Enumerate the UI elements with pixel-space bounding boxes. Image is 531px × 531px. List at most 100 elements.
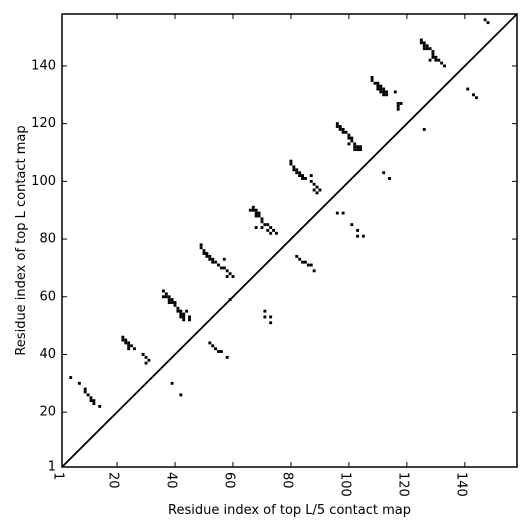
contact-point (309, 263, 313, 267)
contact-point (422, 47, 426, 51)
contact-point (312, 182, 316, 186)
x-tick-label: 100 (337, 472, 352, 497)
contact-point (217, 263, 220, 267)
contact-point (211, 257, 215, 261)
contact-point (182, 318, 186, 322)
contact-point (214, 347, 218, 351)
contact-point (359, 148, 362, 152)
contact-point (353, 145, 357, 149)
contact-point (144, 355, 148, 359)
contact-point (393, 90, 397, 94)
contact-point (318, 188, 322, 192)
contact-point (269, 226, 273, 229)
contact-point (188, 315, 191, 319)
contact-point (92, 402, 96, 405)
contact-point (295, 171, 299, 175)
contact-point (466, 87, 470, 91)
contact-point (356, 228, 360, 232)
contact-point (356, 234, 360, 238)
contact-point (248, 208, 252, 212)
contact-point (176, 309, 180, 313)
contact-point (127, 347, 131, 351)
contact-point (208, 257, 212, 261)
contact-point (266, 223, 270, 227)
contact-point (353, 142, 357, 146)
contact-point (170, 301, 174, 304)
contact-point (382, 87, 386, 91)
contact-point (219, 350, 223, 354)
contact-point (399, 102, 403, 105)
contact-point (83, 390, 87, 394)
contact-point (376, 81, 380, 85)
x-tick-label: 20 (106, 472, 121, 489)
y-tick-label: 80 (39, 232, 56, 247)
contact-point (474, 96, 478, 100)
contact-point (214, 260, 218, 264)
contact-point (86, 393, 90, 397)
data-points (69, 18, 490, 408)
contact-point (225, 269, 229, 273)
contact-point (121, 335, 125, 339)
contact-point (303, 260, 307, 264)
contact-point (263, 309, 267, 313)
contact-point (225, 275, 229, 279)
plot-frame (61, 13, 518, 468)
x-axis-label: Residue index of top L/5 contact map (168, 503, 411, 518)
contact-point (382, 171, 386, 175)
contact-point (173, 301, 177, 304)
contact-point (173, 303, 177, 307)
contact-point (170, 298, 174, 302)
contact-point (260, 217, 264, 221)
contact-point (161, 289, 165, 293)
contact-point (179, 312, 183, 316)
contact-point (396, 104, 400, 108)
contact-point (301, 174, 304, 178)
contact-point (222, 266, 226, 270)
contact-point (422, 127, 426, 131)
contact-point (289, 159, 293, 163)
contact-point (361, 234, 365, 238)
contact-point (312, 188, 316, 192)
contact-point (437, 58, 441, 62)
contact-point (309, 179, 313, 183)
contact-point (385, 93, 389, 97)
contact-point (428, 58, 432, 62)
contact-point (431, 50, 435, 53)
contact-point (483, 18, 487, 22)
contact-point (182, 315, 186, 319)
contact-point (312, 269, 316, 273)
contact-point (167, 301, 171, 304)
contact-point (133, 347, 136, 351)
contact-point (419, 41, 423, 45)
contact-point (257, 214, 261, 218)
x-axis-ticks: 1 20 40 60 80 100 120 140 (51, 14, 468, 497)
contact-point (335, 125, 339, 128)
contact-point (202, 252, 206, 255)
y-tick-label: 40 (39, 347, 56, 362)
contact-point (298, 171, 302, 175)
contact-point (292, 168, 296, 172)
diagonal-line (61, 13, 518, 468)
contact-point (341, 127, 345, 131)
contact-point (260, 220, 264, 224)
y-axis-label: Residue index of top L contact map (14, 125, 29, 355)
contact-point (254, 214, 258, 218)
contact-point (205, 252, 209, 255)
contact-point (269, 231, 273, 235)
contact-point (419, 38, 423, 42)
contact-point (211, 344, 215, 348)
y-tick-label: 100 (31, 174, 56, 189)
contact-point (385, 90, 389, 94)
contact-point (338, 127, 342, 131)
contact-point (176, 306, 180, 310)
contact-point (422, 44, 426, 48)
contact-point (164, 292, 168, 296)
contact-point (185, 309, 189, 313)
contact-point (396, 107, 400, 111)
contact-point (341, 130, 345, 134)
contact-point (188, 318, 191, 322)
contact-point (289, 162, 293, 166)
contact-point (303, 177, 307, 180)
contact-point (263, 315, 267, 319)
contact-point (344, 130, 348, 134)
